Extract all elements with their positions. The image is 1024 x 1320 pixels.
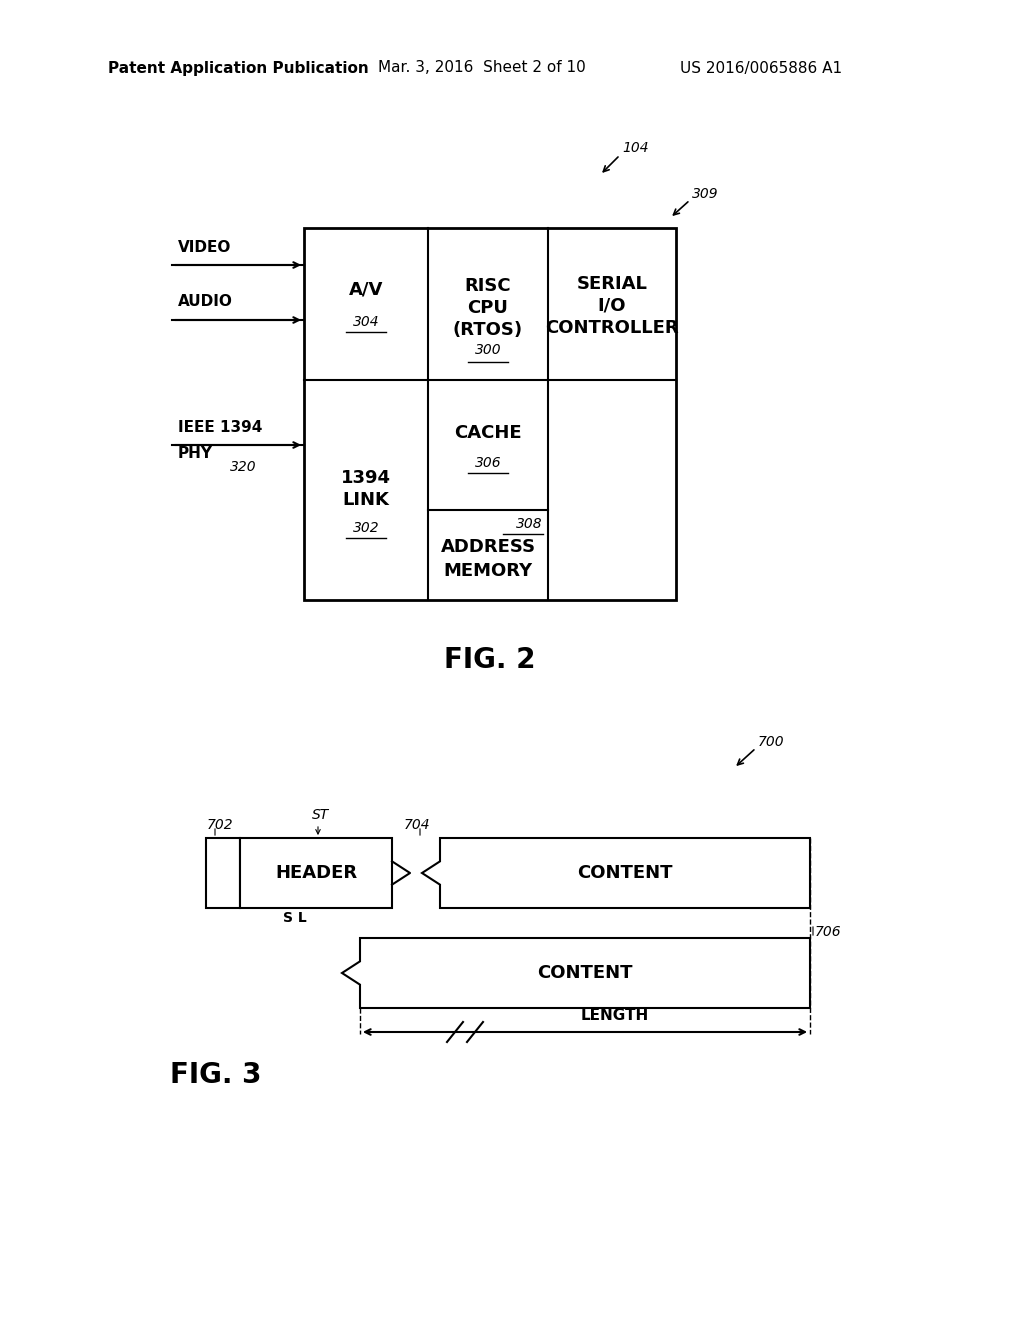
- Bar: [206, 838, 240, 908]
- Text: SERIAL: SERIAL: [577, 275, 647, 293]
- Text: 320: 320: [230, 459, 257, 474]
- Text: 304: 304: [352, 315, 379, 329]
- Text: LENGTH: LENGTH: [581, 1008, 649, 1023]
- Text: CONTROLLER: CONTROLLER: [545, 319, 679, 337]
- Text: 300: 300: [475, 343, 502, 356]
- Text: 104: 104: [622, 141, 648, 154]
- Text: IEEE 1394: IEEE 1394: [178, 420, 262, 434]
- Text: 706: 706: [815, 925, 842, 939]
- Text: FIG. 3: FIG. 3: [170, 1061, 262, 1089]
- Bar: [240, 838, 392, 908]
- Text: 1394: 1394: [341, 469, 391, 487]
- Text: 702: 702: [207, 818, 233, 832]
- Text: FIG. 2: FIG. 2: [444, 645, 536, 675]
- Polygon shape: [342, 939, 810, 1008]
- Text: CONTENT: CONTENT: [538, 964, 633, 982]
- Text: ADDRESS: ADDRESS: [440, 539, 536, 556]
- Text: US 2016/0065886 A1: US 2016/0065886 A1: [680, 61, 842, 75]
- Text: 704: 704: [404, 818, 431, 832]
- Text: RISC: RISC: [465, 277, 511, 294]
- Text: LINK: LINK: [343, 491, 389, 510]
- Text: HEADER: HEADER: [274, 865, 357, 882]
- Text: Mar. 3, 2016  Sheet 2 of 10: Mar. 3, 2016 Sheet 2 of 10: [378, 61, 586, 75]
- Text: 308: 308: [516, 517, 543, 531]
- Text: 302: 302: [352, 521, 379, 535]
- Text: MEMORY: MEMORY: [443, 562, 532, 579]
- Text: 309: 309: [692, 187, 719, 201]
- Bar: [304, 228, 676, 601]
- Text: Patent Application Publication: Patent Application Publication: [108, 61, 369, 75]
- Text: PHY: PHY: [178, 446, 213, 461]
- Text: S L: S L: [283, 911, 307, 925]
- Text: CPU: CPU: [468, 300, 509, 317]
- Text: 700: 700: [758, 735, 784, 748]
- Text: 306: 306: [475, 455, 502, 470]
- Text: A/V: A/V: [349, 280, 383, 298]
- Text: AUDIO: AUDIO: [178, 294, 232, 309]
- Text: CACHE: CACHE: [455, 424, 522, 442]
- Text: (RTOS): (RTOS): [453, 321, 523, 339]
- Text: VIDEO: VIDEO: [178, 239, 231, 255]
- Polygon shape: [422, 838, 810, 908]
- Text: I/O: I/O: [598, 297, 627, 315]
- Text: CONTENT: CONTENT: [578, 865, 673, 882]
- Text: ST: ST: [312, 808, 330, 822]
